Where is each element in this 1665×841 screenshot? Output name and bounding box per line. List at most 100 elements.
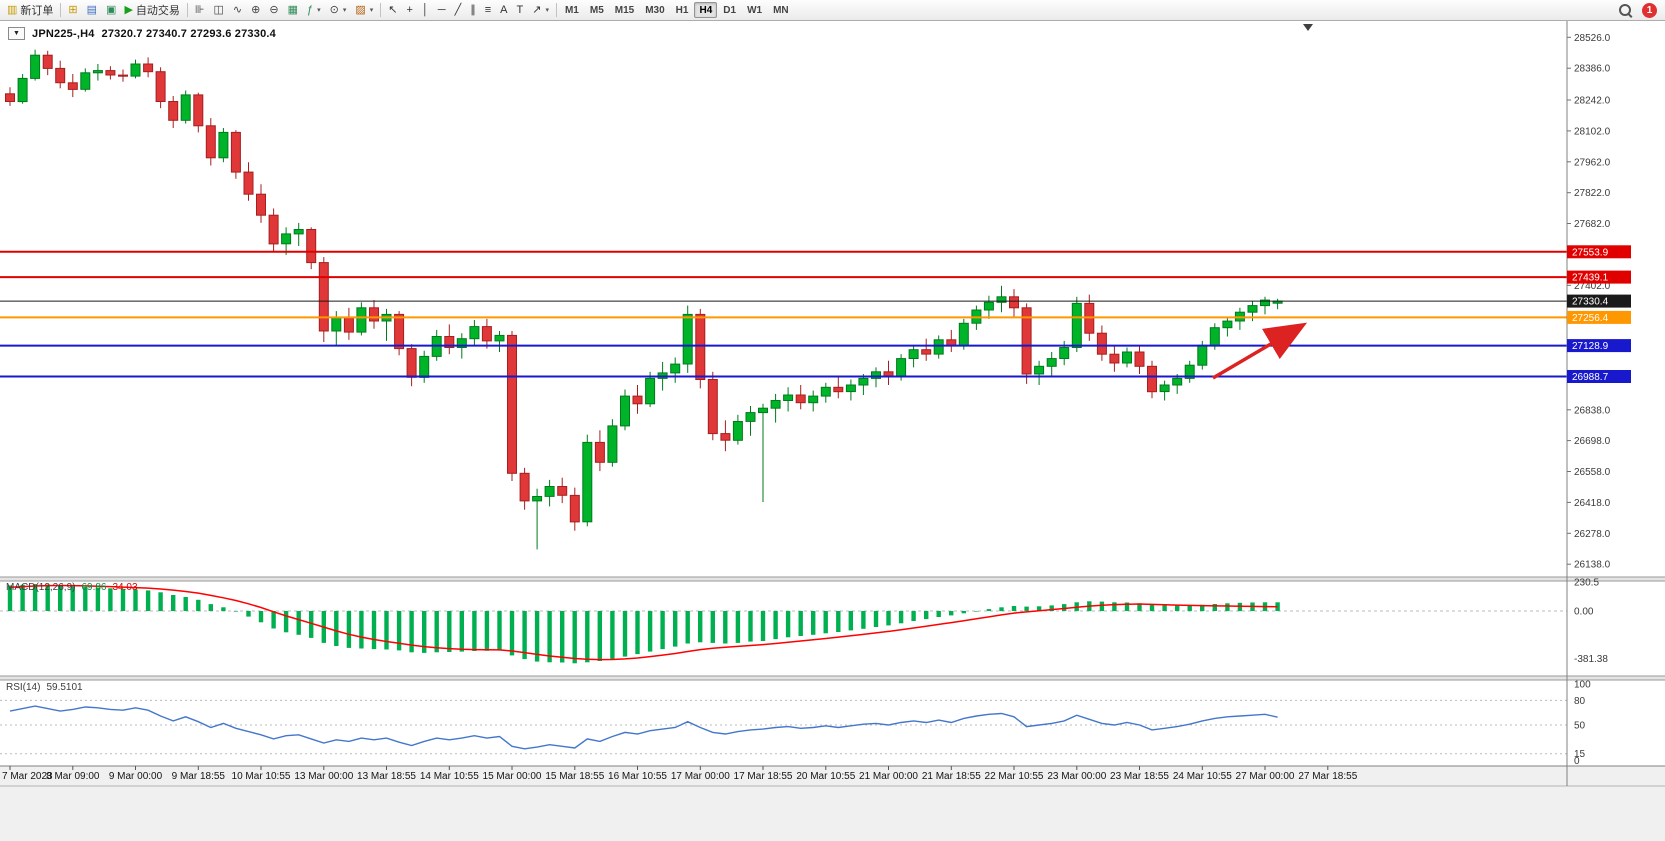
panel-separator[interactable] bbox=[0, 676, 1665, 680]
fibonacci-icon: ≡ bbox=[484, 3, 492, 16]
timeframe-button-m5[interactable]: M5 bbox=[585, 2, 609, 18]
chart-area[interactable]: 7 Mar 2023 8 Mar 09:00 9 Mar 00:00 9 Mar 18… bbox=[0, 21, 1665, 841]
line-chart-button[interactable]: ∿ bbox=[229, 2, 246, 19]
profiles-button[interactable]: ▤ bbox=[83, 2, 101, 19]
tile-windows-icon: ▦ bbox=[287, 3, 298, 16]
svg-text:23 Mar 00:00: 23 Mar 00:00 bbox=[1047, 771, 1106, 782]
candlestick-chart-icon: ◫ bbox=[213, 3, 224, 16]
vertical-line-button[interactable]: │ bbox=[418, 2, 433, 19]
candlestick-chart-button[interactable]: ◫ bbox=[210, 2, 228, 19]
bar-chart-button[interactable]: ⊪ bbox=[191, 2, 209, 19]
price-axis: 28526.0 28386.0 28242.0 28102.0 27962.0 27822… bbox=[1566, 21, 1631, 786]
timeframe-button-w1[interactable]: W1 bbox=[742, 2, 767, 18]
candles bbox=[5, 49, 1283, 550]
timeframe-button-m1[interactable]: M1 bbox=[560, 2, 584, 18]
svg-text:24 Mar 10:55: 24 Mar 10:55 bbox=[1173, 771, 1232, 782]
macd-panel bbox=[0, 584, 1567, 664]
timeframe-button-mn[interactable]: MN bbox=[768, 2, 794, 18]
svg-text:15: 15 bbox=[1574, 749, 1586, 760]
chart-symbol-period: JPN225-,H4 bbox=[32, 27, 95, 40]
price-tag bbox=[1567, 245, 1631, 259]
macd-name: MACD(12,26,9) bbox=[6, 582, 76, 593]
svg-text:28102.0: 28102.0 bbox=[1574, 126, 1611, 137]
periods-button[interactable]: ⊙ ▾ bbox=[326, 2, 351, 19]
svg-text:0: 0 bbox=[1574, 756, 1580, 767]
macd-main-value: 69.86 bbox=[81, 582, 107, 593]
timeframe-button-h1[interactable]: H1 bbox=[671, 2, 694, 18]
timeframe-button-d1[interactable]: D1 bbox=[718, 2, 741, 18]
svg-text:27402.0: 27402.0 bbox=[1574, 281, 1611, 292]
one-click-trading-button[interactable]: ▼ bbox=[8, 27, 25, 40]
templates-button[interactable]: ▨ ▾ bbox=[351, 2, 377, 19]
svg-text:27256.4: 27256.4 bbox=[1572, 313, 1609, 324]
svg-text:26418.0: 26418.0 bbox=[1574, 498, 1611, 509]
zoom-in-button[interactable]: ⊕ bbox=[247, 2, 264, 19]
svg-text:26278.0: 26278.0 bbox=[1574, 529, 1611, 540]
autotrading-label: 自动交易 bbox=[135, 5, 180, 17]
tile-windows-button[interactable]: ▦ bbox=[284, 2, 302, 19]
equidistant-channel-button[interactable]: ∥ bbox=[466, 2, 480, 19]
vertical-line-icon: │ bbox=[421, 3, 429, 16]
svg-text:50: 50 bbox=[1574, 721, 1586, 732]
horizontal-line-button[interactable]: ─ bbox=[434, 2, 450, 19]
svg-text:13 Mar 00:00: 13 Mar 00:00 bbox=[294, 771, 353, 782]
crosshair-button[interactable]: + bbox=[402, 2, 416, 19]
arrows-button[interactable]: ↗ ▾ bbox=[528, 2, 553, 19]
svg-text:26138.0: 26138.0 bbox=[1574, 560, 1611, 571]
chart-shift-marker bbox=[1303, 24, 1313, 31]
cursor-button[interactable]: ↖ bbox=[384, 2, 401, 19]
svg-text:26558.0: 26558.0 bbox=[1574, 467, 1611, 478]
timeframe-button-m30[interactable]: M30 bbox=[640, 2, 669, 18]
strategy-tester-icon: ▣ bbox=[106, 3, 117, 16]
search-button[interactable] bbox=[1615, 2, 1635, 19]
profiles-icon: ▤ bbox=[86, 3, 98, 16]
bar-chart-icon: ⊪ bbox=[194, 3, 205, 16]
svg-text:27822.0: 27822.0 bbox=[1574, 188, 1611, 199]
text-icon: A bbox=[500, 3, 508, 16]
zoom-out-button[interactable]: ⊖ bbox=[265, 2, 282, 19]
fibonacci-button[interactable]: ≡ bbox=[481, 2, 495, 19]
svg-text:21 Mar 18:55: 21 Mar 18:55 bbox=[922, 771, 981, 782]
toolbar-separator bbox=[555, 3, 557, 17]
svg-text:230.5: 230.5 bbox=[1574, 578, 1599, 589]
zoom-out-icon: ⊖ bbox=[269, 3, 279, 16]
panel-separator[interactable] bbox=[0, 577, 1665, 581]
new-order-button[interactable]: ▥ 新订单 bbox=[3, 2, 57, 19]
strategy-tester-button[interactable]: ▣ bbox=[102, 2, 120, 19]
periods-icon: ⊙ bbox=[329, 3, 339, 16]
svg-text:17 Mar 18:55: 17 Mar 18:55 bbox=[734, 771, 793, 782]
text-label-button[interactable]: T bbox=[512, 2, 527, 19]
svg-text:27128.9: 27128.9 bbox=[1572, 341, 1609, 352]
svg-text:27682.0: 27682.0 bbox=[1574, 219, 1611, 230]
trend-arrow[interactable] bbox=[1212, 322, 1308, 380]
rsi-name: RSI(14) bbox=[6, 682, 41, 693]
svg-text:100: 100 bbox=[1574, 680, 1591, 691]
svg-text:15 Mar 18:55: 15 Mar 18:55 bbox=[545, 771, 604, 782]
timeframe-button-m15[interactable]: M15 bbox=[610, 2, 639, 18]
svg-text:23 Mar 18:55: 23 Mar 18:55 bbox=[1110, 771, 1169, 782]
chart-canvas[interactable]: 7 Mar 2023 8 Mar 09:00 9 Mar 00:00 9 Mar 18… bbox=[0, 21, 1665, 841]
search-icon bbox=[1619, 4, 1631, 16]
macd-label: MACD(12,26,9) 69.86 34.03 bbox=[6, 582, 138, 593]
indicators-button[interactable]: ƒ ▾ bbox=[303, 2, 325, 19]
charts-window-button[interactable]: ⊞ bbox=[64, 2, 81, 19]
timeframe-toolbar: M1 M5 M15 M30 H1 H4 D1 W1 MN bbox=[560, 2, 794, 18]
svg-text:28242.0: 28242.0 bbox=[1574, 96, 1611, 107]
trendline-button[interactable]: ╱ bbox=[451, 2, 466, 19]
svg-text:22 Mar 10:55: 22 Mar 10:55 bbox=[985, 771, 1044, 782]
toolbar-separator bbox=[186, 3, 188, 17]
notification-badge[interactable]: 1 bbox=[1642, 2, 1657, 18]
text-button[interactable]: A bbox=[496, 2, 511, 19]
svg-text:20 Mar 10:55: 20 Mar 10:55 bbox=[796, 771, 855, 782]
zoom-in-icon: ⊕ bbox=[251, 3, 261, 16]
price-tag bbox=[1567, 270, 1631, 284]
svg-text:28386.0: 28386.0 bbox=[1574, 64, 1611, 75]
templates-icon: ▨ bbox=[355, 3, 366, 16]
timeframe-button-h4[interactable]: H4 bbox=[694, 2, 718, 18]
svg-text:14 Mar 10:55: 14 Mar 10:55 bbox=[420, 771, 479, 782]
svg-text:8 Mar 09:00: 8 Mar 09:00 bbox=[46, 771, 100, 782]
autotrading-button[interactable]: ▶ 自动交易 bbox=[120, 2, 183, 19]
rsi-label: RSI(14) 59.5101 bbox=[6, 682, 83, 693]
